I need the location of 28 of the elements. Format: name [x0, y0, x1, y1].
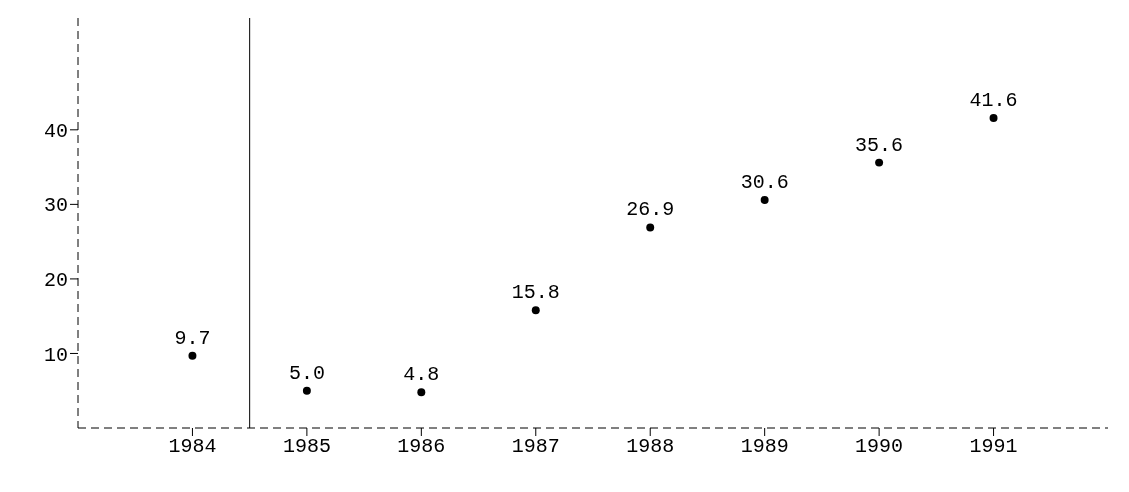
data-label: 4.8 — [403, 363, 440, 387]
y-tick-label: 10 — [43, 343, 68, 367]
y-tick-label: 40 — [43, 119, 68, 143]
point — [646, 223, 655, 232]
data-label: 26.9 — [626, 198, 675, 222]
data-label: 35.6 — [855, 133, 904, 157]
point — [531, 306, 540, 315]
x-tick-label: 1990 — [855, 435, 904, 459]
point — [417, 388, 426, 397]
x-tick-label: 1986 — [397, 435, 446, 459]
x-tick-label: 1985 — [282, 435, 331, 459]
point — [760, 195, 769, 204]
x-tick-label: 1989 — [740, 435, 789, 459]
data-label: 9.7 — [174, 326, 211, 350]
point — [875, 158, 884, 167]
data-label: 30.6 — [740, 170, 789, 194]
x-tick-label: 1987 — [511, 435, 560, 459]
point — [989, 113, 998, 122]
data-label: 5.0 — [288, 361, 325, 385]
point — [188, 351, 197, 360]
point — [302, 386, 311, 395]
data-label: 15.8 — [511, 281, 560, 305]
x-tick-label: 1984 — [168, 435, 217, 459]
y-tick-label: 20 — [43, 269, 68, 293]
x-tick-label: 1988 — [626, 435, 675, 459]
y-tick-label: 30 — [43, 194, 68, 218]
data-label: 41.6 — [969, 88, 1018, 112]
x-tick-label: 1991 — [969, 435, 1018, 459]
